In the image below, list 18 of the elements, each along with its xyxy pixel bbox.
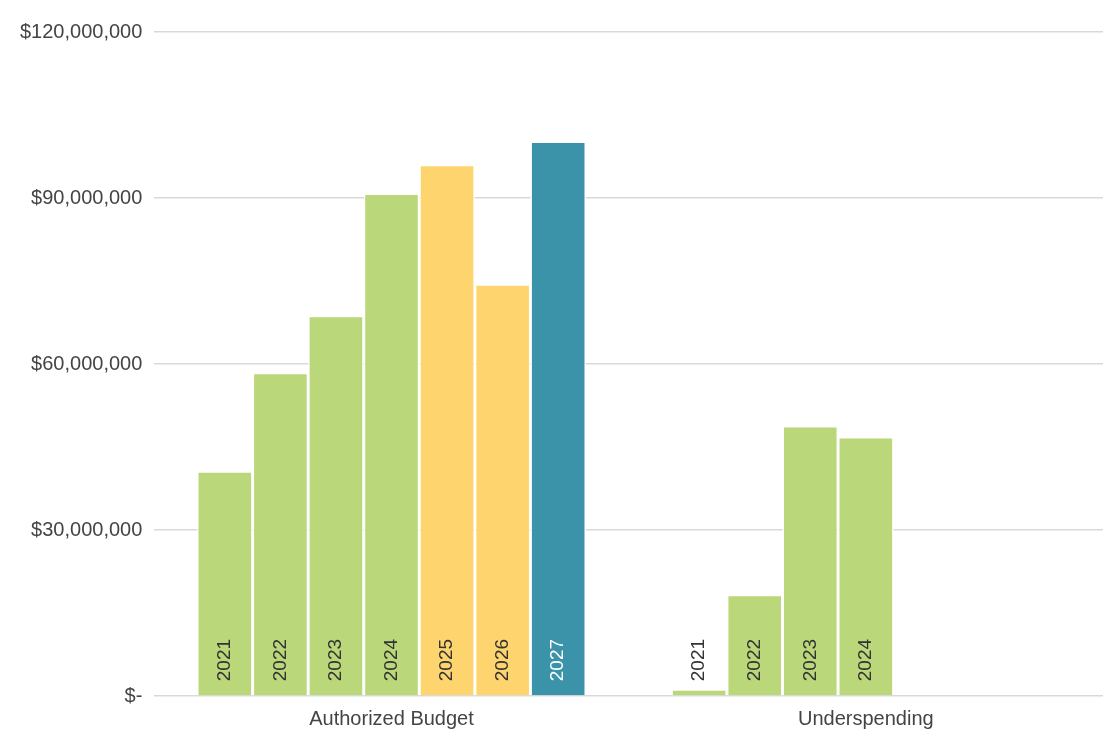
- text: 2021: [213, 638, 235, 682]
- y-tick-label: $90,000,000: [31, 185, 143, 208]
- x-tick-label: Authorized Budget: [309, 706, 475, 729]
- series-label: 2023: [324, 638, 346, 682]
- series-label: 2022: [268, 638, 290, 682]
- text: 2024: [854, 638, 876, 682]
- text: 2022: [742, 638, 764, 682]
- series-label: 2025: [435, 638, 457, 682]
- x-tick-label: Underspending: [798, 706, 934, 729]
- text: 2021: [687, 638, 709, 682]
- y-tick-label: $60,000,000: [31, 351, 143, 374]
- series-label: 2026: [490, 638, 512, 682]
- y-tick-label: $-: [124, 683, 143, 706]
- series-label: 2027: [546, 638, 568, 682]
- series-label: 2024: [379, 638, 401, 682]
- y-tick-label: $120,000,000: [20, 19, 143, 42]
- text: 2023: [798, 638, 820, 682]
- y-tick-label: $30,000,000: [31, 517, 143, 540]
